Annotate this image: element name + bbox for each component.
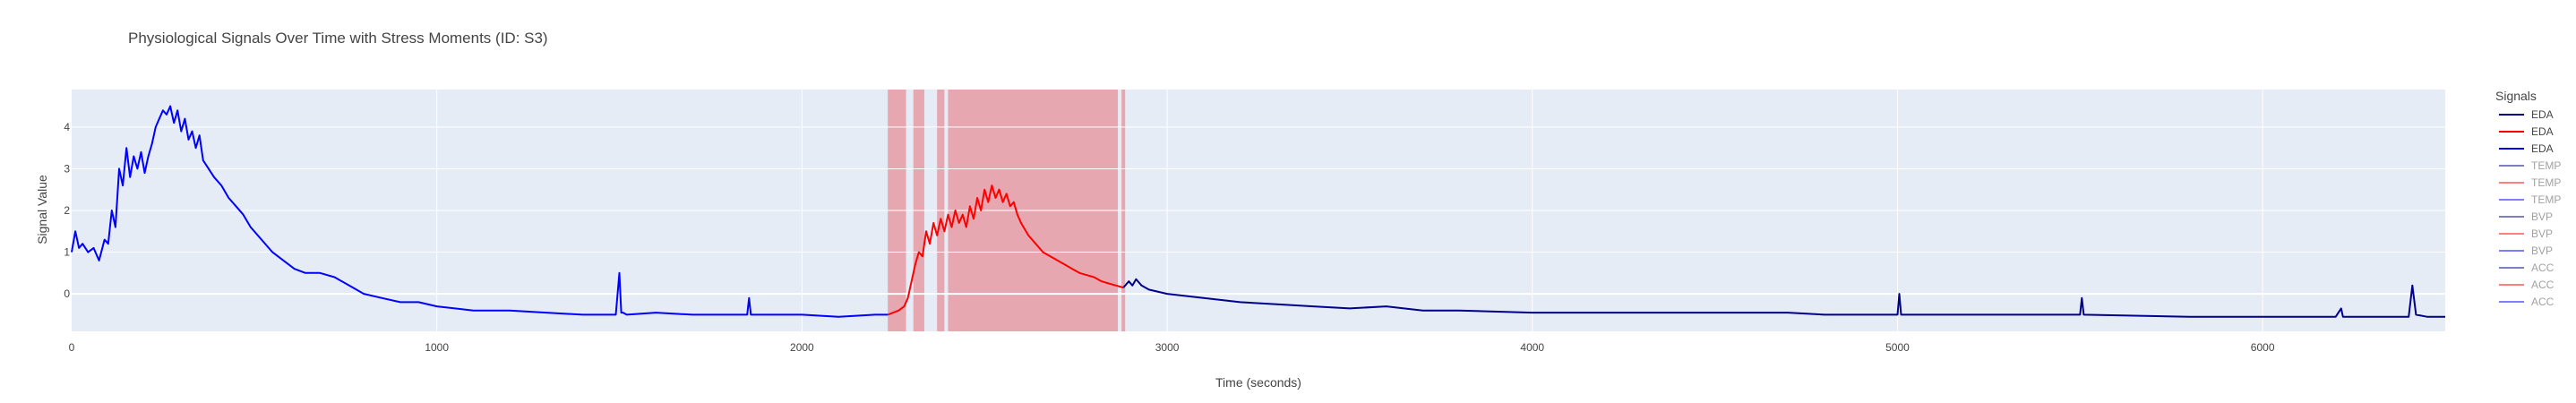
x-tick-label-3: 3000: [1155, 341, 1180, 354]
legend-label-0: EDA: [2531, 108, 2554, 121]
legend-item-8[interactable]: BVP: [2499, 244, 2553, 257]
x-tick-label-0: 0: [69, 341, 75, 354]
legend-item-4[interactable]: TEMP: [2499, 176, 2561, 189]
legend-label-6: BVP: [2531, 210, 2553, 223]
legend-label-4: TEMP: [2531, 176, 2561, 189]
legend-item-0[interactable]: EDA: [2499, 108, 2554, 121]
legend-label-7: BVP: [2531, 227, 2553, 240]
legend-label-8: BVP: [2531, 244, 2553, 257]
series-line-stress: [887, 184, 1124, 316]
series-line-recovery: [1122, 278, 2445, 318]
y-tick-label-1: 1: [64, 246, 70, 259]
legend-item-7[interactable]: BVP: [2499, 227, 2553, 240]
legend-label-9: ACC: [2531, 262, 2555, 274]
legend-item-1[interactable]: EDA: [2499, 125, 2554, 138]
legend-item-6[interactable]: BVP: [2499, 210, 2553, 223]
x-tick-label-1: 1000: [425, 341, 449, 354]
y-tick-label-0: 0: [64, 287, 70, 300]
legend-label-5: TEMP: [2531, 193, 2561, 206]
y-axis-title: Signal Value: [35, 175, 49, 244]
y-tick-label-3: 3: [64, 162, 70, 175]
chart-title: Physiological Signals Over Time with Str…: [128, 30, 548, 47]
x-tick-label-4: 4000: [1520, 341, 1544, 354]
legend-item-5[interactable]: TEMP: [2499, 193, 2561, 206]
x-tick-label-2: 2000: [790, 341, 814, 354]
x-tick-label-6: 6000: [2251, 341, 2275, 354]
legend-item-10[interactable]: ACC: [2499, 279, 2555, 291]
legend-label-1: EDA: [2531, 125, 2554, 138]
legend-label-3: TEMP: [2531, 159, 2561, 172]
y-tick-label-2: 2: [64, 204, 70, 217]
legend-label-2: EDA: [2531, 142, 2554, 155]
legend-label-10: ACC: [2531, 279, 2555, 291]
y-tick-label-4: 4: [64, 121, 70, 133]
legend-item-2[interactable]: EDA: [2499, 142, 2554, 155]
legend-label-11: ACC: [2531, 296, 2555, 308]
legend-title: Signals: [2495, 89, 2537, 103]
series-line-baseline: [71, 105, 889, 318]
legend-item-3[interactable]: TEMP: [2499, 159, 2561, 172]
x-tick-label-5: 5000: [1885, 341, 1910, 354]
x-axis-title: Time (seconds): [1215, 375, 1301, 390]
legend-item-11[interactable]: ACC: [2499, 296, 2555, 308]
legend-item-9[interactable]: ACC: [2499, 262, 2555, 274]
